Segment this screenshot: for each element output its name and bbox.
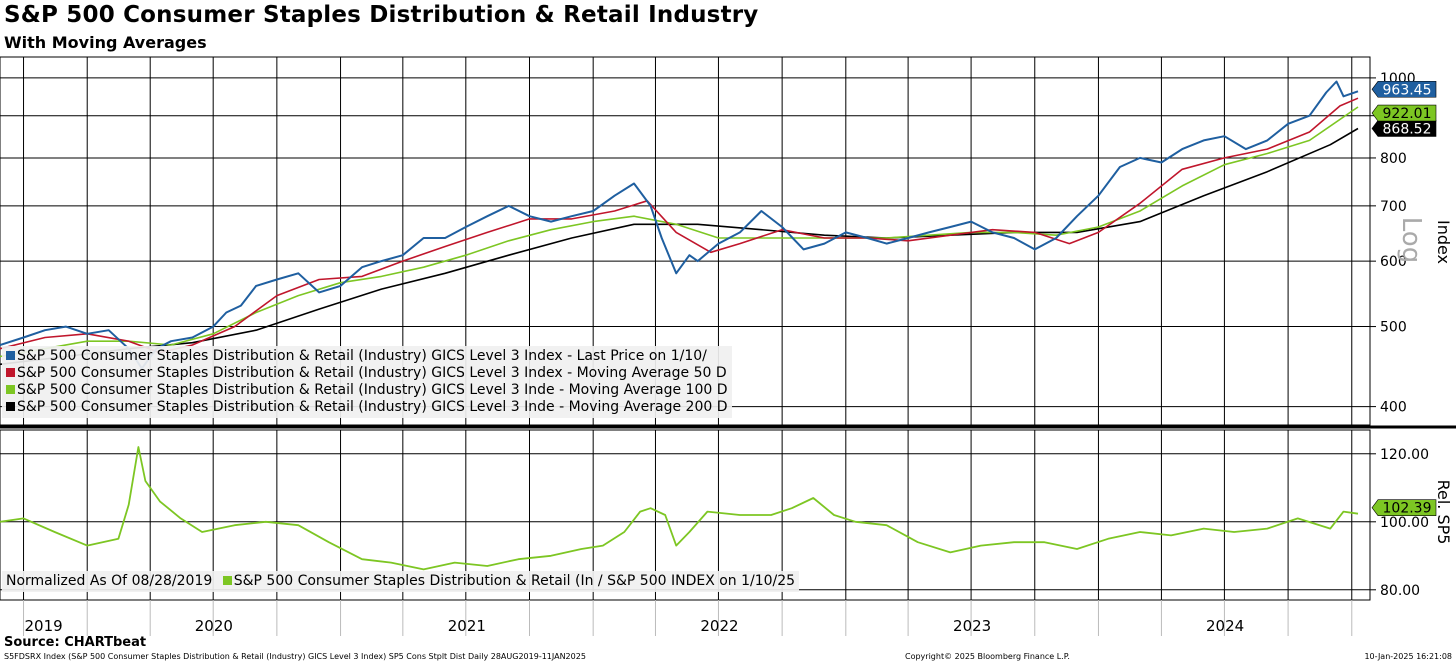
- legend-label-ma100: S&P 500 Consumer Staples Distribution & …: [17, 382, 728, 398]
- x-year-label: 2023: [953, 617, 991, 635]
- x-year-label: 2024: [1206, 617, 1244, 635]
- legend-label-ma200: S&P 500 Consumer Staples Distribution & …: [17, 399, 728, 415]
- last-value-relative-box: [1371, 499, 1437, 516]
- source-note: Source: CHARTbeat: [4, 635, 147, 650]
- legend-entry-last-price: S&P 500 Consumer Staples Distribution & …: [6, 348, 728, 365]
- price-y-tick-label: 400: [1380, 400, 1407, 416]
- price-y-tick-label: 800: [1380, 151, 1407, 167]
- x-year-label: 2020: [195, 617, 233, 635]
- price-y-tick-label: 600: [1380, 254, 1407, 270]
- legend-swatch-price: [6, 351, 15, 360]
- normalized-note: Normalized As Of 08/28/2019: [6, 573, 213, 589]
- legend-entry-ma200: S&P 500 Consumer Staples Distribution & …: [6, 399, 728, 416]
- series-line-relative: [0, 446, 1359, 571]
- legend-label-ma50: S&P 500 Consumer Staples Distribution & …: [17, 365, 727, 381]
- last-value-ma200: 868.52: [1383, 121, 1432, 137]
- legend-label-relative: S&P 500 Consumer Staples Distribution & …: [233, 573, 796, 589]
- legend-swatch-relative: [222, 576, 232, 585]
- series-line-price: [0, 80, 1359, 370]
- x-year-label: 2021: [448, 617, 486, 635]
- last-value-ma200-box: [1371, 120, 1437, 137]
- x-year-label: 2019: [25, 617, 63, 635]
- series-line-ma200: [0, 127, 1359, 366]
- last-value-price-box: [1371, 80, 1437, 98]
- price-y-tick-label: 500: [1380, 320, 1407, 336]
- legend-swatch-ma50: [6, 368, 15, 377]
- last-value-ma100: 922.01: [1383, 106, 1432, 122]
- price-chart-legend: S&P 500 Consumer Staples Distribution & …: [2, 346, 732, 418]
- footer-copyright: Copyright© 2025 Bloomberg Finance L.P.: [905, 652, 1070, 661]
- last-value-relative: 102.39: [1383, 501, 1432, 517]
- footer-description: S5FDSRX Index (S&P 500 Consumer Staples …: [4, 652, 586, 661]
- price-y-axis-title: Index: [1434, 220, 1453, 264]
- relative-panel-frame: [0, 429, 1371, 601]
- legend-label-last-price: S&P 500 Consumer Staples Distribution & …: [17, 348, 707, 364]
- footer-timestamp: 10-Jan-2025 16:21:08: [1364, 652, 1452, 661]
- page-subtitle: With Moving Averages: [4, 33, 207, 52]
- price-y-tick-label: 700: [1380, 199, 1407, 215]
- series-line-ma100: [0, 106, 1359, 358]
- last-value-ma100-box: [1371, 104, 1437, 122]
- legend-entry-ma50: S&P 500 Consumer Staples Distribution & …: [6, 365, 728, 382]
- legend-swatch-ma200: [6, 402, 15, 411]
- relative-y-tick-label: 120.00: [1380, 447, 1429, 463]
- log-scale-label: Log: [1396, 217, 1426, 263]
- legend-swatch-ma100: [6, 385, 15, 394]
- relative-chart-legend: Normalized As Of 08/28/2019 S&P 500 Cons…: [2, 571, 800, 592]
- legend-entry-ma100: S&P 500 Consumer Staples Distribution & …: [6, 382, 728, 399]
- x-year-label: 2022: [700, 617, 738, 635]
- price-panel-frame: [0, 56, 1371, 426]
- relative-y-tick-label: 80.00: [1380, 583, 1420, 599]
- last-value-price: 963.45: [1383, 82, 1432, 98]
- page-title: S&P 500 Consumer Staples Distribution & …: [4, 2, 759, 28]
- relative-y-tick-label: 100.00: [1380, 515, 1429, 531]
- series-line-ma50: [0, 97, 1359, 354]
- relative-y-axis-title: Rel. SP5: [1434, 480, 1453, 545]
